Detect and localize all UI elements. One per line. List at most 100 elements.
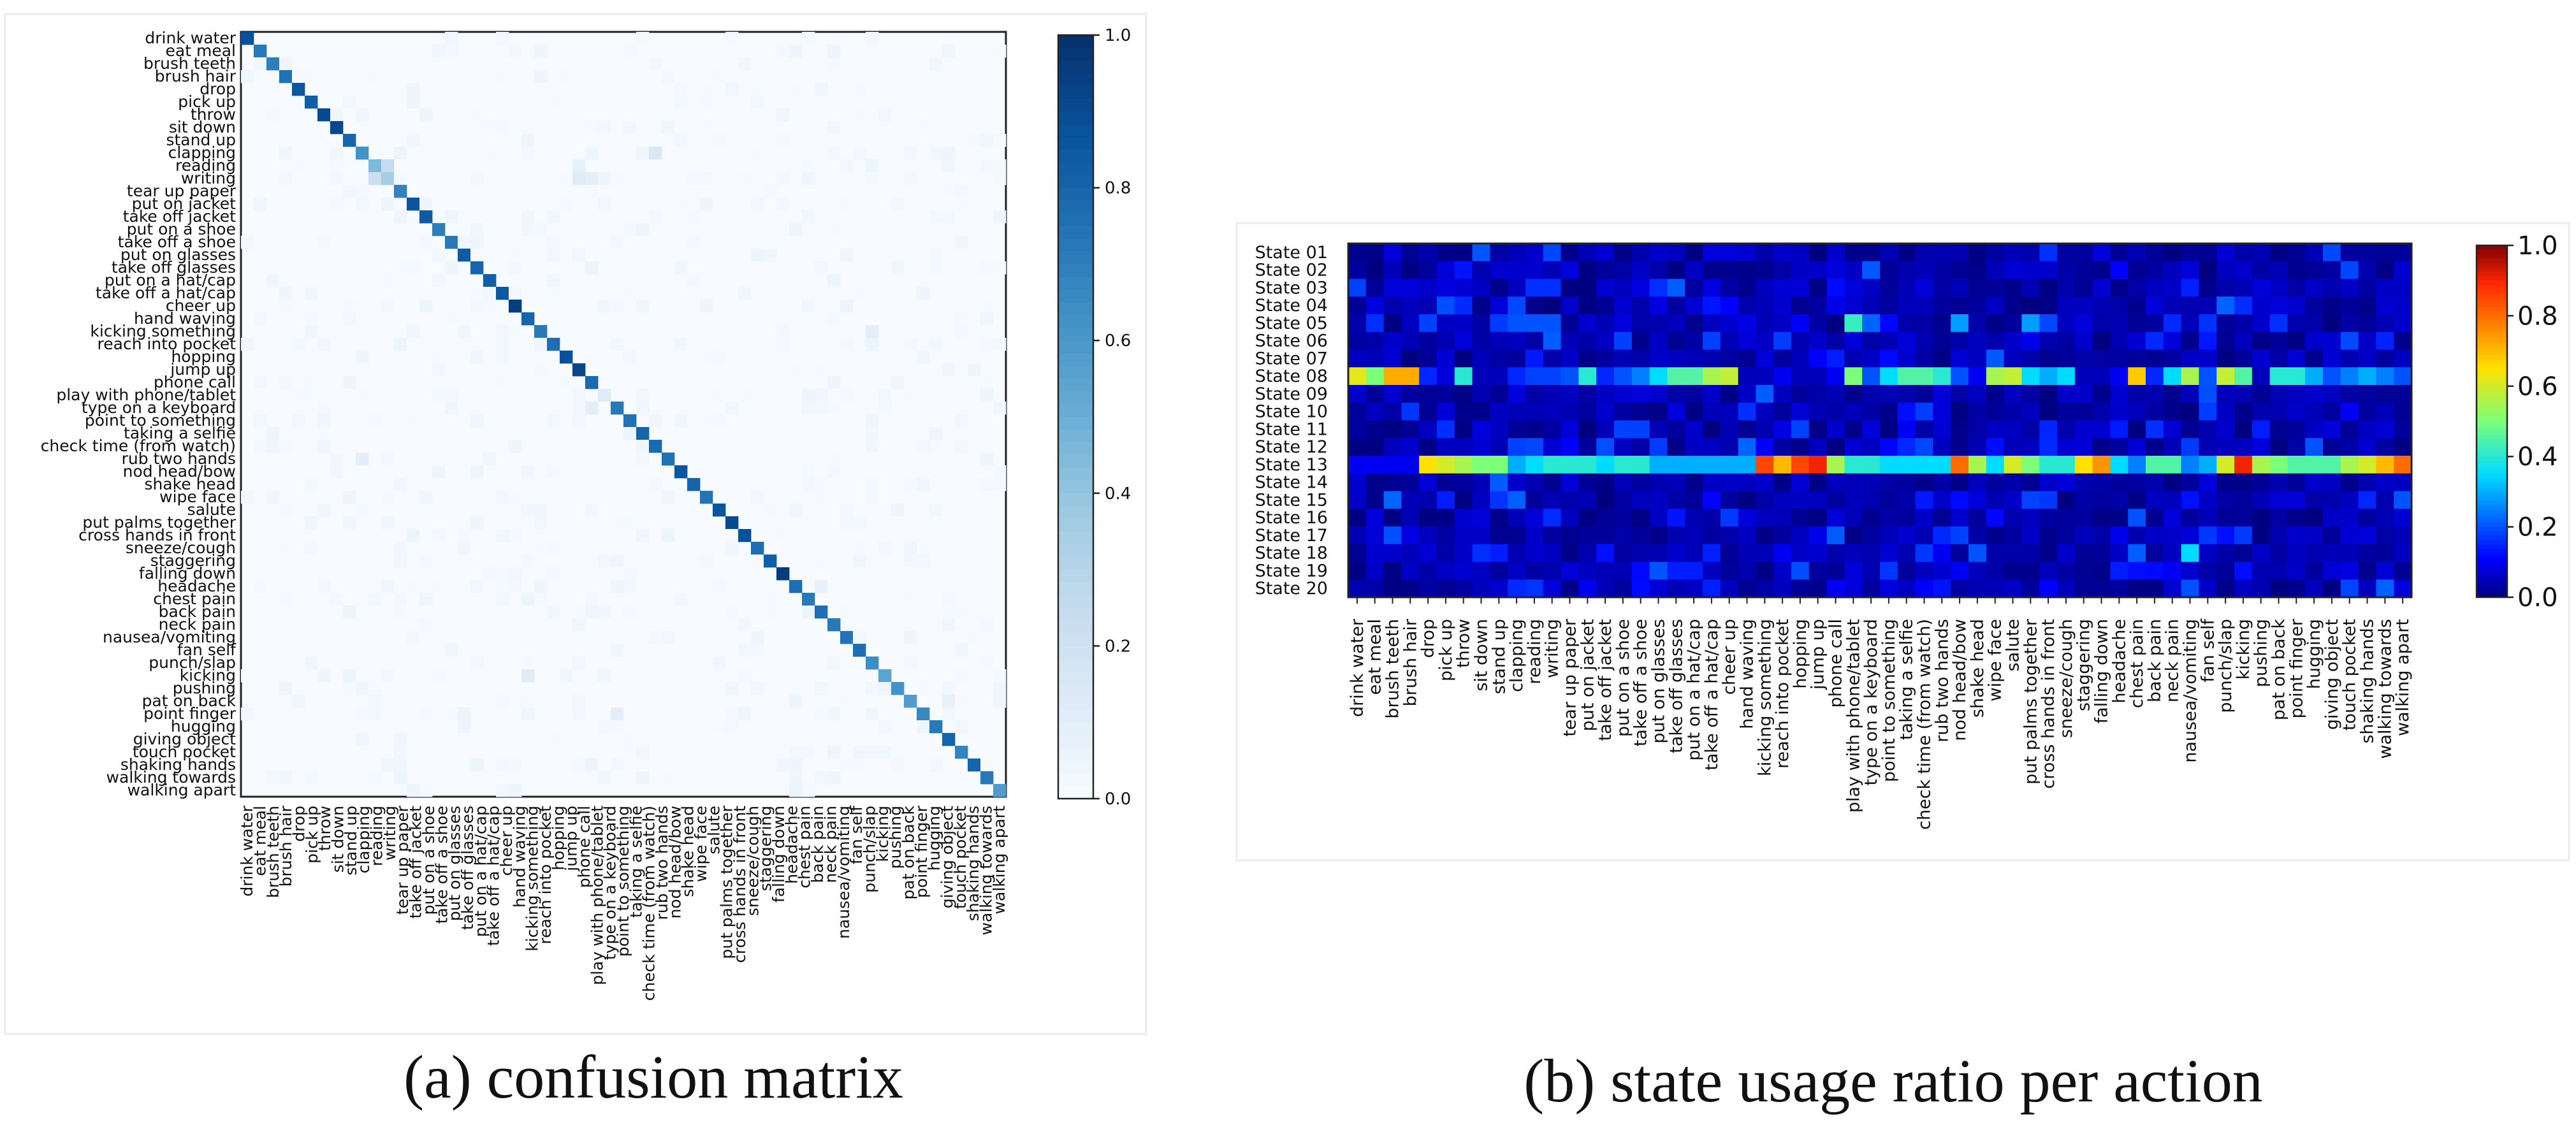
cm-cell (547, 236, 560, 249)
su-cell (2199, 243, 2217, 262)
su-cell (2021, 438, 2040, 456)
cm-colorbar-segment (1058, 340, 1093, 354)
su-cell (1791, 544, 1810, 562)
su-cell (2146, 385, 2164, 403)
su-colorbar-segment (2477, 298, 2507, 303)
cm-cell (700, 121, 713, 134)
cm-col-label-walking-towards: walking towards (977, 806, 995, 935)
cm-cell (853, 83, 866, 96)
cm-cell (917, 707, 930, 721)
su-cell (1508, 279, 1526, 297)
su-cell (2340, 349, 2359, 368)
cm-cell (432, 45, 446, 58)
cm-cell (585, 210, 599, 224)
su-cell (2252, 473, 2271, 491)
su-cell (1897, 402, 1916, 421)
cm-row-label-eat-meal: eat meal (166, 41, 236, 60)
su-cell (1773, 349, 1792, 368)
su-cell (2128, 314, 2146, 333)
cm-colorbar-segment (1058, 671, 1093, 685)
su-cell (2039, 402, 2058, 421)
cm-cell (878, 682, 892, 695)
su-cell (1862, 526, 1881, 545)
su-cell (2110, 544, 2128, 562)
su-cell (1738, 420, 1756, 439)
su-cell (1667, 296, 1685, 315)
cm-cell (394, 185, 407, 198)
su-cell (1915, 420, 1933, 439)
cm-cell (356, 682, 369, 695)
su-cell (2234, 331, 2253, 350)
cm-cell (955, 695, 968, 708)
su-colorbar-segment (2477, 474, 2507, 479)
su-cell (2074, 562, 2093, 580)
su-cell (1454, 279, 1473, 297)
su-cell (2269, 544, 2288, 562)
cm-col-label-point-finger: point finger (912, 805, 931, 898)
cm-cell (764, 555, 777, 568)
cm-colorbar-segment (1058, 417, 1093, 430)
su-colorbar-segment (2477, 386, 2507, 391)
su-cell (1614, 296, 1633, 315)
su-cell (2021, 243, 2040, 262)
cm-cell (866, 707, 879, 721)
su-cell (1773, 402, 1792, 421)
su-cell (2057, 402, 2076, 421)
cm-cell (993, 402, 1007, 415)
su-cell (1738, 331, 1756, 350)
su-cell (1844, 438, 1863, 456)
su-cell (1951, 349, 1969, 368)
su-cell (2234, 402, 2253, 421)
su-cell (1561, 526, 1579, 545)
su-cell (2358, 420, 2376, 439)
su-cell (2252, 367, 2271, 386)
su-cell (2163, 261, 2182, 279)
su-cell (1525, 438, 1544, 456)
cm-row-label-put-on-jacket: put on jacket (132, 194, 236, 213)
cm-row-label-salute: salute (187, 500, 236, 519)
su-cell (1808, 579, 1828, 598)
cm-cell (521, 312, 535, 326)
confusion-matrix-colorbar: 0.00.20.40.60.81.0 (1057, 26, 1131, 809)
cm-colorbar-segment (1058, 47, 1093, 61)
cm-cell (534, 516, 548, 530)
cm-row-label-take-off-a-hat-cap: take off a hat/cap (96, 284, 236, 302)
su-cell (2269, 367, 2288, 386)
su-cell (2163, 438, 2182, 456)
su-cell (1862, 456, 1881, 474)
su-row-label-state-04: State 04 (1255, 296, 1328, 316)
su-cell (1490, 385, 1508, 403)
cm-cell (496, 287, 509, 300)
cm-cell (789, 771, 803, 785)
su-cell (1880, 279, 1898, 297)
cm-cell (866, 427, 879, 440)
su-cell (1915, 349, 1933, 368)
su-cell (2181, 456, 2199, 474)
su-cell (2340, 509, 2359, 527)
cm-cell (776, 325, 790, 338)
cm-cell (713, 351, 726, 364)
su-cell (1897, 349, 1916, 368)
su-cell (1561, 367, 1579, 386)
su-cell (1880, 438, 1898, 456)
su-cell (1951, 331, 1969, 350)
cm-cell (764, 249, 777, 262)
su-cell (1986, 544, 2005, 562)
su-cell (1720, 544, 1739, 562)
su-cell (1685, 261, 1703, 279)
su-cell (2269, 261, 2288, 279)
su-colorbar-segment (2477, 430, 2507, 435)
su-cell (2252, 562, 2271, 580)
su-cell (1365, 243, 1385, 262)
su-cell (1543, 385, 1562, 403)
su-cell (1525, 314, 1544, 333)
su-cell (1543, 314, 1562, 333)
su-cell (2074, 544, 2093, 562)
su-cell (1383, 456, 1402, 474)
cm-cell (993, 682, 1007, 695)
su-cell (2269, 438, 2288, 456)
su-cell (1808, 473, 1828, 491)
su-cell (1472, 402, 1490, 421)
su-cell (1525, 296, 1544, 315)
